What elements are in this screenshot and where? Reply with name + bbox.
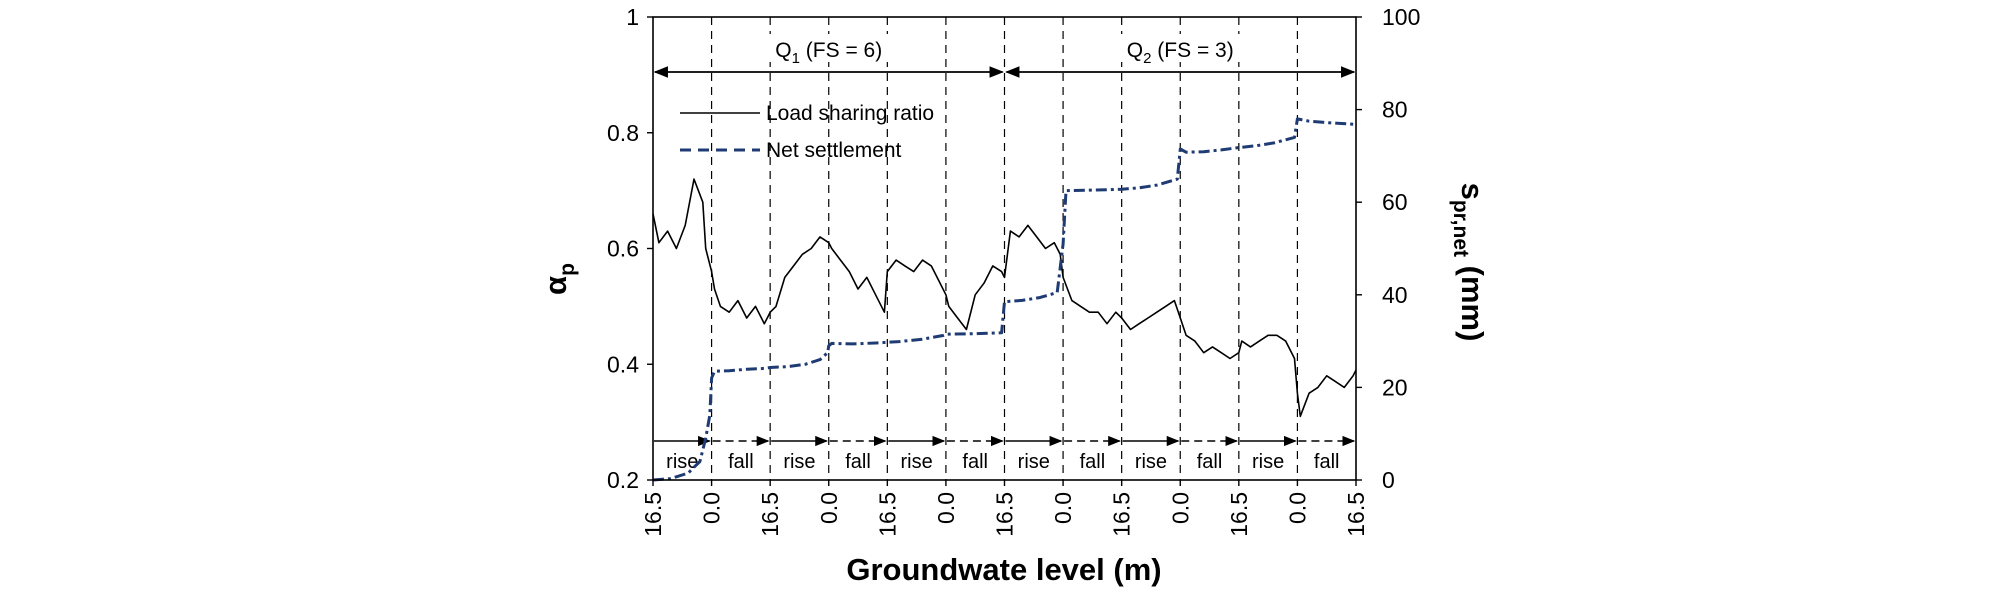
legend-label-load-sharing: Load sharing ratio: [766, 102, 934, 125]
stage-label-1: Q1 (FS = 6): [775, 39, 882, 67]
right-tick-label-1: 20: [1382, 374, 1408, 400]
right-axis-title-main: s: [1455, 183, 1490, 200]
right-axis-title: spr,net (mm): [1449, 183, 1490, 342]
right-tick-label-2: 40: [1382, 282, 1408, 308]
x-tick-label-7: 0.0: [1050, 492, 1076, 524]
left-tick-label-3: 0.8: [607, 120, 639, 146]
phase-label-3: fall: [845, 451, 871, 473]
phase-label-0: rise: [666, 451, 698, 473]
x-tick-label-4: 16.5: [874, 492, 900, 537]
stage-label-2: Q2 (FS = 3): [1127, 39, 1234, 67]
legend: Load sharing ratio Net settlement: [680, 102, 934, 162]
left-axis-title-sub: p: [556, 263, 579, 276]
phase-label-9: fall: [1197, 451, 1223, 473]
series-load-sharing-ratio: [652, 178, 1357, 418]
interval-divider-lines: [710, 17, 1299, 480]
phase-label-11: fall: [1314, 451, 1340, 473]
left-tick-label-4: 1: [626, 4, 639, 30]
left-tick-label-1: 0.4: [607, 351, 639, 377]
x-tick-label-11: 0.0: [1284, 492, 1310, 524]
phase-label-4: rise: [901, 451, 933, 473]
phase-label-1: fall: [728, 451, 754, 473]
right-axis-title-sub: pr,net: [1449, 200, 1472, 257]
left-tick-label-0: 0.2: [607, 467, 639, 493]
phase-label-10: rise: [1252, 451, 1284, 473]
stage-label-rest: (FS = 3): [1151, 39, 1233, 62]
phase-row: rise fall rise fall rise fall rise fall rise fall…: [654, 435, 1356, 473]
left-tick-label-2: 0.6: [607, 236, 639, 262]
x-tick-label-0: 16.5: [640, 492, 666, 537]
x-tick-label-10: 16.5: [1226, 492, 1252, 537]
x-tick-label-6: 16.5: [992, 492, 1018, 537]
left-y-axis: 0.2 0.4 0.6 0.8 1: [607, 4, 653, 493]
stage-label-bg-2: [1105, 34, 1256, 62]
left-axis-title-main: α: [538, 276, 573, 295]
phase-label-8: rise: [1135, 451, 1167, 473]
stage-label-sub: 1: [792, 50, 800, 67]
left-axis-title: αp: [538, 263, 579, 295]
right-y-axis: 0 20 40 60 80 100: [1356, 4, 1420, 493]
phase-label-2: rise: [783, 451, 815, 473]
right-tick-label-0: 0: [1382, 467, 1395, 493]
stage-label-rest: (FS = 6): [800, 39, 882, 62]
right-tick-label-4: 80: [1382, 97, 1408, 123]
stage-label-main: Q: [775, 39, 791, 62]
x-tick-label-5: 0.0: [933, 492, 959, 524]
stage-label-main: Q: [1127, 39, 1143, 62]
x-axis-title: Groundwate level (m): [846, 552, 1161, 587]
x-tick-label-2: 16.5: [757, 492, 783, 537]
x-tick-label-9: 0.0: [1167, 492, 1193, 524]
right-axis-title-unit: (mm): [1455, 257, 1490, 341]
phase-label-7: fall: [1080, 451, 1106, 473]
stage-row: Q1 (FS = 6) Q2 (FS = 3): [653, 34, 1356, 78]
phase-label-6: rise: [1018, 451, 1050, 473]
phase-label-5: fall: [962, 451, 988, 473]
series-layer: [652, 117, 1357, 482]
x-tick-label-3: 0.0: [816, 492, 842, 524]
x-tick-label-1: 0.0: [699, 492, 725, 524]
legend-label-net-settlement: Net settlement: [766, 139, 902, 162]
right-tick-label-5: 100: [1382, 4, 1420, 30]
series-net-settlement: [652, 117, 1357, 482]
right-tick-label-3: 60: [1382, 189, 1408, 215]
x-axis: 16.5 0.0 16.5 0.0 16.5 0.0 16.5 0.0 16.5 0.0 16.5 0…: [640, 480, 1369, 537]
x-tick-label-12: 16.5: [1343, 492, 1369, 537]
stage-label-bg-1: [753, 34, 904, 62]
x-tick-label-8: 16.5: [1109, 492, 1135, 537]
stage-label-sub: 2: [1143, 50, 1151, 67]
